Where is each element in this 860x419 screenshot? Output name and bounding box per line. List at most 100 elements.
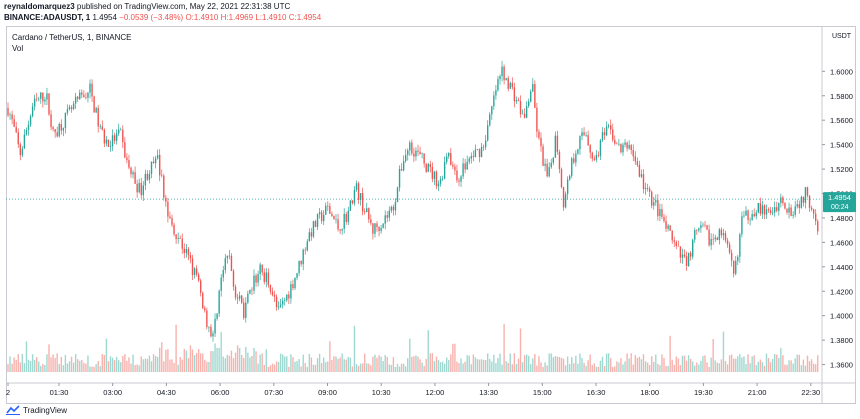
candle-body: [17, 132, 19, 145]
candle-body: [735, 260, 737, 274]
candle-body: [355, 183, 358, 190]
candle-body: [552, 157, 554, 163]
candle-body: [224, 258, 226, 271]
candle-body: [378, 226, 380, 232]
candle-body: [468, 158, 470, 162]
volume-bar: [398, 366, 401, 372]
candle-body: [454, 166, 456, 171]
candle-body: [796, 204, 798, 207]
volume-bar: [638, 356, 641, 372]
candle-body: [446, 156, 448, 162]
candle-body: [220, 277, 222, 291]
candle-body: [216, 313, 218, 319]
candle-body: [214, 318, 216, 334]
candle-body: [232, 270, 235, 287]
volume-bar: [103, 355, 106, 372]
candle-body: [40, 92, 42, 99]
volume-bar: [40, 365, 42, 372]
publisher-user[interactable]: reynaldomarquez3: [4, 2, 75, 11]
volume-bar: [359, 363, 362, 372]
volume-bar: [361, 363, 364, 372]
volume-bar: [66, 363, 69, 372]
volume-bar: [77, 359, 79, 372]
candle-body: [550, 162, 552, 168]
volume-bar: [236, 345, 239, 372]
volume-bar: [462, 363, 464, 372]
volume-bar: [316, 358, 319, 372]
volume-bar: [774, 354, 776, 372]
volume-bar: [241, 354, 243, 372]
volume-bar: [798, 354, 800, 372]
y-tick-label: 1.6000: [830, 67, 853, 76]
volume-bar: [349, 357, 352, 372]
candle-body: [517, 100, 520, 102]
candle-body: [558, 151, 561, 170]
volume-bar: [253, 348, 255, 372]
candle-body: [798, 204, 800, 208]
open-value: O:1.4910: [185, 13, 219, 22]
tradingview-footer[interactable]: TradingView: [6, 405, 67, 415]
candle-body: [566, 179, 569, 195]
candle-body: [665, 221, 667, 229]
candle-body: [448, 152, 450, 157]
volume-bar: [72, 362, 75, 372]
volume-bar: [105, 338, 108, 372]
volume-bar: [251, 355, 253, 372]
volume-bar: [392, 357, 395, 372]
volume-bar: [64, 354, 67, 372]
volume-bar: [607, 353, 610, 372]
candle-body: [359, 193, 362, 201]
volume-bar: [614, 366, 616, 372]
volume-bar: [60, 357, 62, 372]
candle-body: [673, 240, 675, 242]
volume-bar: [216, 347, 218, 372]
candle-body: [694, 229, 696, 240]
candle-body: [234, 286, 237, 298]
candle-body: [722, 233, 725, 236]
volume-bar: [29, 361, 32, 372]
volume-bar: [497, 357, 499, 372]
candle-body: [562, 187, 565, 208]
candle-body: [761, 205, 764, 214]
candle-body: [130, 167, 132, 175]
candle-body: [769, 210, 772, 214]
candle-body: [800, 196, 803, 208]
candle-body: [345, 213, 347, 222]
volume-bar: [804, 365, 807, 372]
volume-bar: [308, 353, 311, 372]
volume-bar: [212, 351, 214, 372]
volume-bar: [562, 358, 565, 372]
volume-bar: [7, 364, 9, 372]
volume-bar: [132, 354, 134, 372]
volume-bar: [159, 347, 161, 372]
volume-bar: [111, 357, 114, 372]
candle-body: [683, 254, 686, 257]
volume-bar: [808, 361, 811, 372]
candle-body: [296, 273, 298, 278]
volume-bar: [739, 354, 741, 372]
volume-bar: [476, 359, 479, 372]
volume-bar: [610, 358, 612, 372]
volume-bar: [247, 352, 249, 372]
candle-body: [628, 145, 630, 149]
volume-bar: [482, 359, 485, 372]
volume-bar: [128, 357, 130, 372]
candle-body: [175, 234, 177, 239]
volume-bar: [97, 361, 99, 372]
candle-body: [294, 277, 296, 289]
volume-bar: [267, 366, 270, 372]
volume-bar: [458, 363, 460, 372]
candle-body: [630, 145, 632, 151]
volume-bar: [294, 361, 296, 372]
volume-bar: [36, 357, 38, 372]
volume-bar: [113, 360, 116, 372]
volume-bar: [694, 365, 696, 372]
candle-body: [460, 176, 462, 182]
volume-bar: [548, 353, 550, 372]
candle-body: [148, 173, 151, 180]
y-tick-label: 1.5200: [830, 165, 853, 174]
candle-body: [564, 194, 567, 208]
candle-body: [206, 310, 208, 328]
candle-body: [689, 252, 692, 257]
